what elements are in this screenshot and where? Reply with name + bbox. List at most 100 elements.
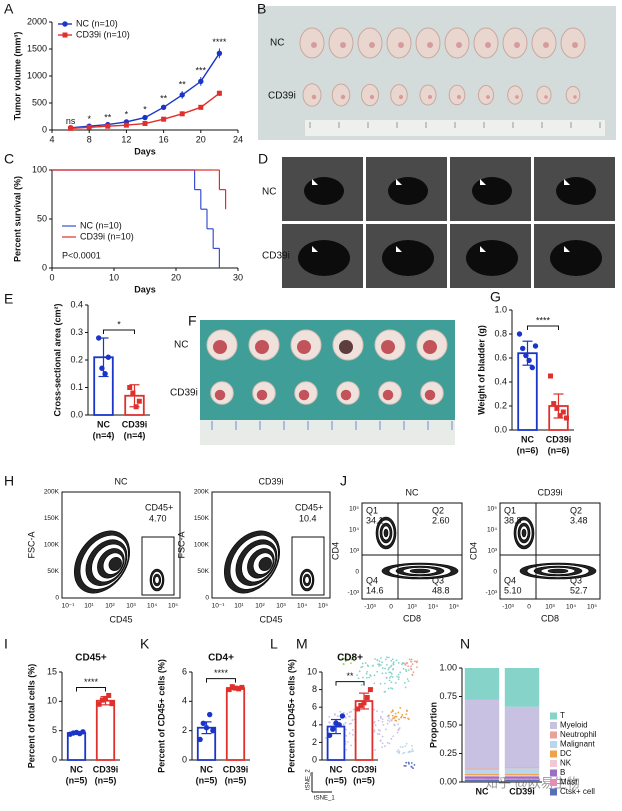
contour xyxy=(258,556,272,571)
gate xyxy=(291,536,325,596)
tsne-point xyxy=(405,670,408,673)
bar xyxy=(95,699,116,761)
flow-xtick: 10⁵ xyxy=(449,604,459,611)
tsne-point xyxy=(405,713,408,716)
tsne-point xyxy=(388,671,391,674)
flow-ytick: 10³ xyxy=(488,548,498,555)
marker xyxy=(130,390,136,396)
tsne-point xyxy=(379,682,382,685)
marker xyxy=(197,736,203,743)
n-label: (n=4) xyxy=(124,430,146,440)
marker xyxy=(127,385,133,390)
tsne-point xyxy=(383,690,386,693)
row-label: CD39i xyxy=(170,388,198,399)
gate xyxy=(141,536,175,596)
y-tick-label: 50 xyxy=(37,213,47,223)
tsne-point xyxy=(401,746,404,749)
tsne-point xyxy=(411,748,414,751)
tumor-spot xyxy=(572,42,578,48)
panel-label: M xyxy=(296,636,308,652)
significance-bracket xyxy=(103,329,135,334)
annotation: P<0.0001 xyxy=(62,250,101,260)
n-label: (n=5) xyxy=(225,775,247,785)
tsne-point xyxy=(407,669,410,672)
tsne-point xyxy=(373,708,375,711)
tsne-point xyxy=(405,668,407,671)
marker xyxy=(548,373,553,379)
tsne-point xyxy=(353,659,355,662)
tsne-point xyxy=(379,715,382,718)
tsne-point xyxy=(392,662,395,665)
tsne-point xyxy=(386,722,389,725)
flow-ytick: 10³ xyxy=(350,548,360,555)
category-label: NC xyxy=(200,764,213,774)
tsne-point xyxy=(341,657,344,660)
tsne-point xyxy=(350,710,353,713)
y-tick-label: 0.4 xyxy=(494,376,507,386)
tsne-point xyxy=(352,733,354,736)
photo-tumors xyxy=(258,6,616,140)
tsne-point xyxy=(344,716,347,719)
tsne-point xyxy=(385,676,388,679)
tsne-point xyxy=(366,676,368,679)
marker xyxy=(198,78,204,85)
x-tick-label: 4 xyxy=(49,134,54,144)
legend-label: Ctsk+ cell xyxy=(560,787,595,796)
marker xyxy=(142,114,148,121)
y-tick-label: 0.0 xyxy=(494,424,507,434)
tumor xyxy=(390,84,408,106)
tsne-point xyxy=(361,665,364,668)
tsne-point xyxy=(391,714,394,717)
tsne-point xyxy=(396,675,399,678)
stack-segment xyxy=(464,776,500,779)
marker xyxy=(339,713,346,719)
legend-label: T xyxy=(560,711,565,720)
y-tick-label: 1500 xyxy=(27,43,47,53)
tsne-point xyxy=(360,666,363,669)
marker xyxy=(557,413,563,419)
tumor-spot xyxy=(456,42,462,48)
tsne-point xyxy=(391,676,394,678)
tsne-point xyxy=(391,709,394,712)
legend-label: NC (n=10) xyxy=(76,18,118,28)
contour xyxy=(409,568,431,574)
tsne-point xyxy=(381,742,384,745)
y-tick-label: 1000 xyxy=(27,70,47,80)
quadrant-value: 38.8 xyxy=(504,515,522,525)
tumor xyxy=(477,85,495,105)
tsne-point xyxy=(406,662,409,664)
tsne-point xyxy=(387,714,390,717)
significance: * xyxy=(143,105,147,115)
y-tick-label: 0.2 xyxy=(70,354,83,364)
y-tick-label: 2000 xyxy=(27,16,47,26)
tsne-point xyxy=(390,675,392,678)
y-axis-label: Percent survival (%) xyxy=(12,176,22,262)
tsne-point xyxy=(388,742,391,745)
tsne-point xyxy=(385,728,387,731)
y-tick-label: 500 xyxy=(32,97,47,107)
tsne-point xyxy=(412,767,414,770)
tsne-point xyxy=(403,662,406,665)
gate-label: CD45+ xyxy=(295,502,323,512)
legend-swatch xyxy=(550,731,557,739)
tsne-point xyxy=(381,746,384,749)
y-tick-label: 15 xyxy=(47,666,57,676)
flow-xtick: 10⁵ xyxy=(318,603,328,610)
panel-label: A xyxy=(4,1,14,17)
tsne-point xyxy=(403,716,405,719)
legend-label: NK xyxy=(560,759,572,768)
tumor-spot xyxy=(398,42,404,48)
tsne-point xyxy=(381,735,384,738)
tsne-point xyxy=(404,745,407,748)
tsne-point xyxy=(386,741,389,744)
tsne-point xyxy=(328,721,330,724)
significance: * xyxy=(87,114,91,124)
tsne-point xyxy=(410,765,413,768)
arrow xyxy=(480,179,486,185)
y-tick-label: 0.8 xyxy=(494,328,507,338)
marker xyxy=(233,685,238,691)
significance: ** xyxy=(160,94,168,104)
stack-segment xyxy=(464,778,500,780)
flow-xtick: 10² xyxy=(105,603,115,610)
tsne-point xyxy=(380,664,382,666)
